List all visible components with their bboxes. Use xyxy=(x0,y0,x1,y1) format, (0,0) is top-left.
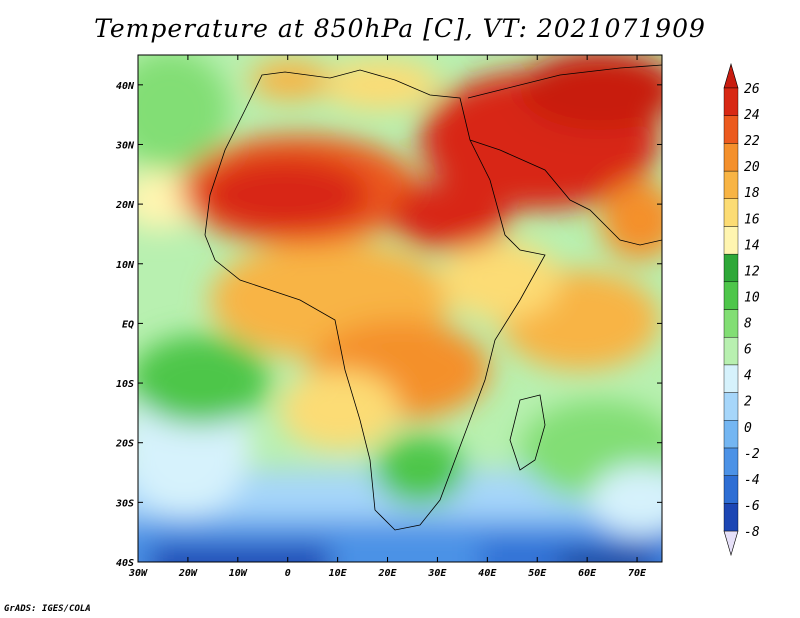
colorbar-label: 26 xyxy=(744,82,760,97)
lon-tick-label: 20E xyxy=(377,568,397,579)
grads-credit: GrADS: IGES/COLA xyxy=(4,604,91,614)
lat-tick-label: 40S xyxy=(116,558,134,569)
lon-axis: 30W 20W 10W 0 10E 20E 30E 40E 50E 60E 70E xyxy=(128,55,647,579)
colorbar-segment xyxy=(723,309,739,338)
colorbar-label: 12 xyxy=(744,264,760,279)
colorbar-segment xyxy=(723,364,739,393)
lon-tick-label: 60E xyxy=(578,568,597,579)
colorbar-top-arrow xyxy=(723,62,739,89)
lon-tick-label: 10E xyxy=(329,568,348,579)
lon-tick-label: 0 xyxy=(285,568,291,579)
colorbar-segment xyxy=(723,447,739,476)
lon-tick-label: 30E xyxy=(427,568,447,579)
chart-title: Temperature at 850hPa [C], VT: 202107190… xyxy=(94,14,706,43)
coastline-outlines xyxy=(204,64,662,531)
colorbar-segment xyxy=(723,392,739,421)
lon-tick-label: 10W xyxy=(229,568,248,579)
colorbar-segment xyxy=(723,420,739,449)
colorbar-segment xyxy=(723,198,739,227)
lat-tick-label: 30N xyxy=(115,140,135,151)
lat-tick-label: 10N xyxy=(116,260,135,271)
temperature-field xyxy=(138,55,662,562)
lat-axis: 40N 30N 20N 10N EQ 10S 20S 30S 40S xyxy=(115,81,662,569)
colorbar-segment xyxy=(723,336,739,366)
colorbar-segment xyxy=(723,143,739,172)
lat-tick-label: 40N xyxy=(116,81,135,92)
lat-tick-label: 30S xyxy=(115,498,134,509)
lat-tick-label: EQ xyxy=(122,319,134,330)
lon-tick-label: 30W xyxy=(128,568,148,579)
lon-tick-label: 50E xyxy=(528,568,547,579)
colorbar-label: 8 xyxy=(744,317,752,332)
colorbar-label: 2 xyxy=(744,395,752,410)
lat-tick-label: 20N xyxy=(115,200,135,211)
colorbar-label: -6 xyxy=(744,499,760,514)
colorbar-segment xyxy=(723,115,739,144)
lon-tick-label: 70E xyxy=(628,568,647,579)
colorbar-segment xyxy=(723,253,739,283)
colorbar-segment xyxy=(723,170,739,199)
colorbar-label: 18 xyxy=(744,186,760,201)
colorbar-label: 6 xyxy=(744,343,752,358)
colorbar-segment xyxy=(723,475,739,504)
colorbar-segment xyxy=(723,281,739,310)
colorbar-label: 16 xyxy=(744,212,760,227)
lon-tick-label: 40E xyxy=(478,568,497,579)
colorbar-bottom-arrow xyxy=(723,530,739,557)
lat-tick-label: 20S xyxy=(115,439,134,450)
colorbar-label: -4 xyxy=(744,473,760,488)
colorbar-segment xyxy=(723,87,739,116)
lon-tick-label: 20W xyxy=(178,568,198,579)
colorbar-label: 0 xyxy=(744,421,752,436)
colorbar-label: -8 xyxy=(744,525,760,540)
colorbar-label: 20 xyxy=(744,160,760,175)
lat-tick-label: 10S xyxy=(116,379,134,390)
colorbar-label: 4 xyxy=(744,369,752,384)
colorbar-label: -2 xyxy=(744,447,760,462)
colorbar-label: 22 xyxy=(744,134,760,149)
colorbar-segment xyxy=(723,226,739,255)
colorbar-label: 14 xyxy=(744,238,760,253)
colorbar-label: 10 xyxy=(744,290,760,305)
colorbar-segment xyxy=(723,503,739,532)
map-frame xyxy=(137,54,663,563)
colorbar-label: 24 xyxy=(744,108,760,123)
